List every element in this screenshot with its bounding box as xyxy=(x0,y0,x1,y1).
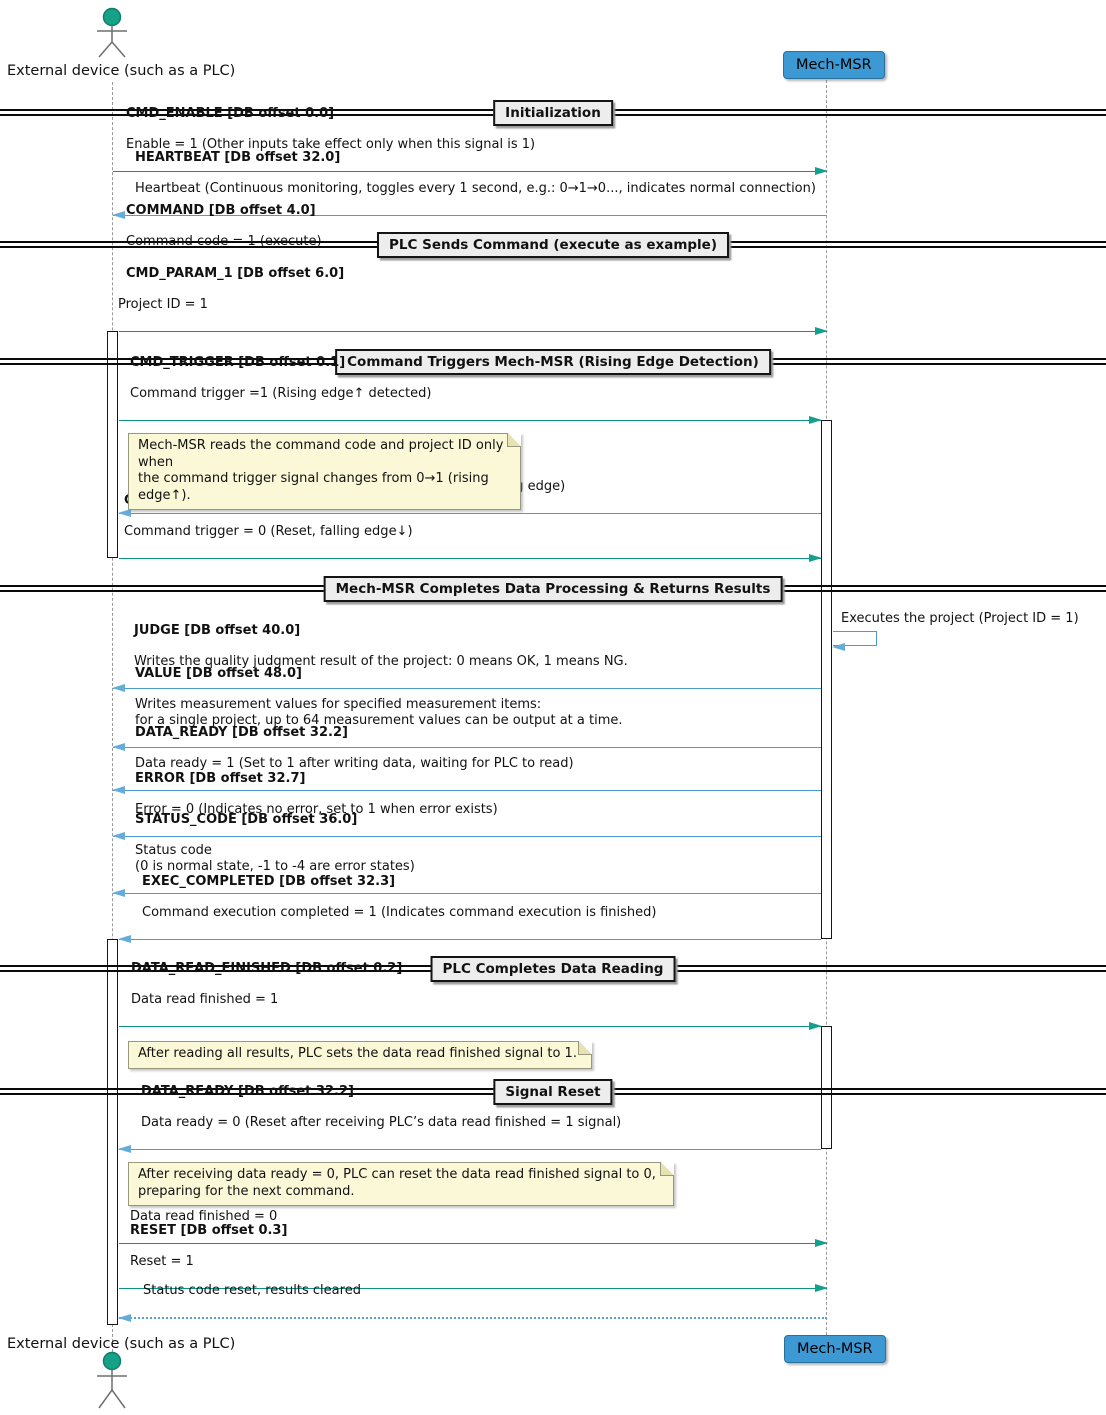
message-arrow-left xyxy=(112,832,821,840)
message-arrow-left xyxy=(112,684,821,692)
message-arrow-right xyxy=(119,1284,828,1292)
message-arrow-left xyxy=(112,889,821,897)
note-fold-icon xyxy=(578,1041,592,1055)
plc-lifeline xyxy=(112,82,113,1352)
message-arrow-left xyxy=(118,1145,821,1153)
participant-box-bottom: Mech-MSR xyxy=(784,1335,886,1363)
message-title: CMD_ENABLE [DB offset 0.0] xyxy=(126,105,335,121)
divider-command-triggers: Command Triggers Mech-MSR (Rising Edge D… xyxy=(0,348,1106,375)
self-arrowhead xyxy=(832,642,845,651)
divider-label: Mech-MSR Completes Data Processing & Ret… xyxy=(323,575,783,602)
actor-head-icon xyxy=(102,1351,122,1371)
divider-label: Initialization xyxy=(493,99,613,126)
note-read-finished: After reading all results, PLC sets the … xyxy=(128,1041,592,1069)
message-title2: CMD_PARAM_1 [DB offset 6.0] xyxy=(126,265,345,281)
message-title: COMMAND [DB offset 4.0] xyxy=(126,203,316,219)
message-arrow-right xyxy=(119,554,822,562)
message-desc: Data ready = 0 (Reset after receiving PL… xyxy=(141,1114,622,1130)
message-title: VALUE [DB offset 48.0] xyxy=(135,666,302,682)
divider-plc-sends-command: PLC Sends Command (execute as example) xyxy=(0,231,1106,258)
message-desc: Writes the quality judgment result of th… xyxy=(134,653,628,669)
plc-activation-2 xyxy=(107,939,118,1325)
message-arrow-right xyxy=(119,327,828,335)
actor-figure-top xyxy=(97,7,127,58)
message-arrow-right xyxy=(119,1022,822,1030)
note-rising-edge: Mech-MSR reads the command code and proj… xyxy=(128,433,521,510)
divider-label: PLC Sends Command (execute as example) xyxy=(376,231,730,258)
mechmsr-activation-1 xyxy=(821,420,832,939)
message-title: ERROR [DB offset 32.7] xyxy=(135,770,306,786)
divider-label: Command Triggers Mech-MSR (Rising Edge D… xyxy=(335,348,771,375)
divider-signal-reset: Signal Reset xyxy=(0,1078,1106,1105)
message-desc: Reset = 1 xyxy=(130,1253,194,1269)
message-arrow-left-dotted xyxy=(118,1314,827,1322)
message-desc: Data ready = 1 (Set to 1 after writing d… xyxy=(135,755,574,771)
actor-figure-bottom xyxy=(97,1351,127,1409)
message-desc: Heartbeat (Continuous monitoring, toggle… xyxy=(135,180,816,196)
message-desc2: Project ID = 1 xyxy=(118,296,208,312)
message-desc: Status code (0 is normal state, -1 to -4… xyxy=(135,843,415,874)
message-title: DATA_READY [DB offset 32.2] xyxy=(141,1083,354,1099)
plc-activation-1 xyxy=(107,331,118,558)
message-desc: Data read finished = 0 xyxy=(130,1208,278,1224)
message-arrow-right xyxy=(113,167,828,175)
message-arrow-left xyxy=(112,211,827,219)
message-desc: Enable = 1 (Other inputs take effect onl… xyxy=(126,136,536,152)
message-desc: Error = 0 (Indicates no error, set to 1 … xyxy=(135,801,498,817)
actor-head-icon xyxy=(102,7,122,27)
message-title: JUDGE [DB offset 40.0] xyxy=(134,622,301,638)
message-title: EXEC_COMPLETED [DB offset 32.3] xyxy=(142,873,396,889)
message-arrow-right xyxy=(119,416,822,424)
divider-plc-completes-reading: PLC Completes Data Reading xyxy=(0,955,1106,982)
divider-initialization: Initialization xyxy=(0,99,1106,126)
mechmsr-activation-2 xyxy=(821,1026,832,1149)
message-title: DATA_READ_FINISHED [DB offset 0.2] xyxy=(131,960,403,976)
message-title: HEARTBEAT [DB offset 32.0] xyxy=(135,149,341,165)
message-title: STATUS_CODE [DB offset 36.0] xyxy=(135,812,358,828)
divider-label: PLC Completes Data Reading xyxy=(430,955,676,982)
self-message-label: Executes the project (Project ID = 1) xyxy=(841,611,1079,626)
participant-box-top: Mech-MSR xyxy=(783,51,885,79)
message-title: RESET [DB offset 0.3] xyxy=(130,1222,288,1238)
divider-label: Signal Reset xyxy=(493,1078,613,1105)
actor-label-top: External device (such as a PLC) xyxy=(7,63,236,79)
message-desc: Data read finished = 1 xyxy=(131,991,279,1007)
message-desc: Command code = 1 (execute) xyxy=(126,234,322,250)
message-title: CMD_TRIGGER [DB offset 0.1] xyxy=(130,354,346,370)
message-desc: Status code reset, results cleared xyxy=(143,1282,361,1298)
message-arrow-left xyxy=(112,786,821,794)
divider-data-processing: Mech-MSR Completes Data Processing & Ret… xyxy=(0,575,1106,602)
message-desc: Command trigger = 0 (Reset, falling edge… xyxy=(124,523,413,539)
message-desc: Command execution completed = 1 (Indicat… xyxy=(142,904,657,920)
message-title: DATA_READY [DB offset 32.2] xyxy=(135,724,348,740)
note-fold-icon xyxy=(507,433,521,447)
message-arrow-left xyxy=(118,509,821,517)
message-desc: Writes measurement values for specified … xyxy=(135,697,623,728)
note-fold-icon xyxy=(660,1162,674,1176)
note-next-command: After receiving data ready = 0, PLC can … xyxy=(128,1162,674,1206)
self-message-arrow xyxy=(832,631,877,651)
message-arrow-left xyxy=(112,743,821,751)
message-arrow-right xyxy=(119,1239,828,1247)
message-desc: Command trigger =1 (Rising edge↑ detecte… xyxy=(130,385,432,401)
message-arrow-left xyxy=(118,935,821,943)
actor-label-bottom: External device (such as a PLC) xyxy=(7,1336,236,1352)
